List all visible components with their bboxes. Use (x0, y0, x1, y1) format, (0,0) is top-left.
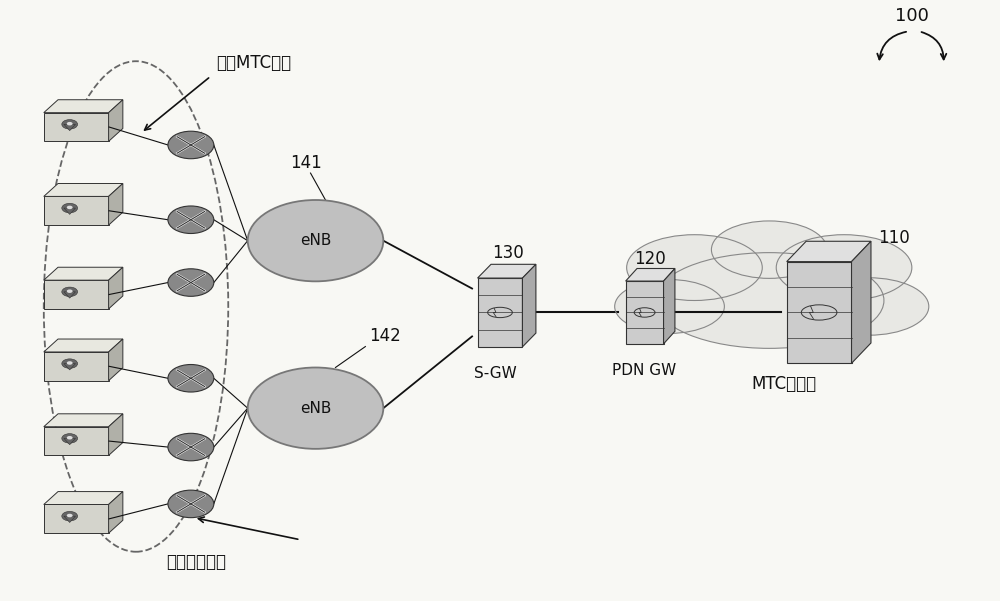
Polygon shape (44, 112, 109, 141)
Circle shape (168, 490, 214, 517)
Text: 130: 130 (492, 243, 524, 261)
Polygon shape (44, 339, 123, 352)
Polygon shape (109, 100, 123, 141)
Polygon shape (64, 438, 75, 445)
Text: eNB: eNB (300, 233, 331, 248)
Text: MTC服务器: MTC服务器 (752, 375, 817, 393)
Text: 142: 142 (369, 328, 401, 346)
Polygon shape (44, 492, 123, 504)
Text: eNB: eNB (300, 401, 331, 416)
Polygon shape (787, 261, 852, 364)
Ellipse shape (655, 252, 884, 349)
Circle shape (248, 200, 383, 281)
Polygon shape (109, 267, 123, 309)
Polygon shape (44, 414, 123, 427)
Polygon shape (44, 100, 123, 112)
Text: 大量MTC装置: 大量MTC装置 (216, 54, 291, 72)
Ellipse shape (627, 235, 762, 300)
Polygon shape (44, 280, 109, 309)
Circle shape (62, 511, 78, 521)
Circle shape (62, 434, 78, 443)
Circle shape (168, 206, 214, 234)
Polygon shape (44, 352, 109, 380)
Polygon shape (44, 197, 109, 225)
Circle shape (168, 365, 214, 392)
Circle shape (67, 436, 73, 439)
Text: 141: 141 (290, 154, 321, 172)
Circle shape (62, 120, 78, 129)
Polygon shape (109, 339, 123, 380)
Circle shape (248, 367, 383, 449)
Polygon shape (522, 264, 536, 347)
Polygon shape (44, 267, 123, 280)
Circle shape (62, 359, 78, 368)
Circle shape (62, 203, 78, 213)
Polygon shape (64, 364, 75, 370)
Circle shape (168, 131, 214, 159)
Polygon shape (109, 414, 123, 456)
Polygon shape (44, 427, 109, 456)
Polygon shape (64, 292, 75, 298)
Ellipse shape (615, 279, 724, 334)
Circle shape (67, 206, 73, 209)
Polygon shape (44, 504, 109, 533)
Polygon shape (626, 269, 675, 281)
Polygon shape (109, 492, 123, 533)
Polygon shape (664, 269, 675, 344)
Circle shape (67, 290, 73, 293)
Text: 110: 110 (878, 228, 910, 246)
Circle shape (168, 433, 214, 461)
Text: S-GW: S-GW (474, 366, 516, 381)
Text: 120: 120 (634, 249, 665, 267)
Text: 无线网络拥塞: 无线网络拥塞 (166, 553, 226, 571)
Polygon shape (626, 281, 664, 344)
Circle shape (168, 269, 214, 296)
Text: PDN GW: PDN GW (612, 364, 677, 378)
Polygon shape (64, 124, 75, 130)
Ellipse shape (711, 221, 827, 278)
Polygon shape (478, 264, 536, 278)
Circle shape (67, 122, 73, 126)
Polygon shape (44, 183, 123, 197)
Ellipse shape (776, 235, 912, 300)
Circle shape (67, 361, 73, 365)
Polygon shape (109, 183, 123, 225)
Polygon shape (64, 516, 75, 522)
Ellipse shape (809, 278, 929, 335)
Polygon shape (478, 278, 522, 347)
Polygon shape (787, 241, 871, 261)
Polygon shape (852, 241, 871, 364)
Circle shape (67, 514, 73, 517)
Polygon shape (64, 208, 75, 215)
Circle shape (62, 287, 78, 296)
Text: 100: 100 (895, 7, 929, 25)
